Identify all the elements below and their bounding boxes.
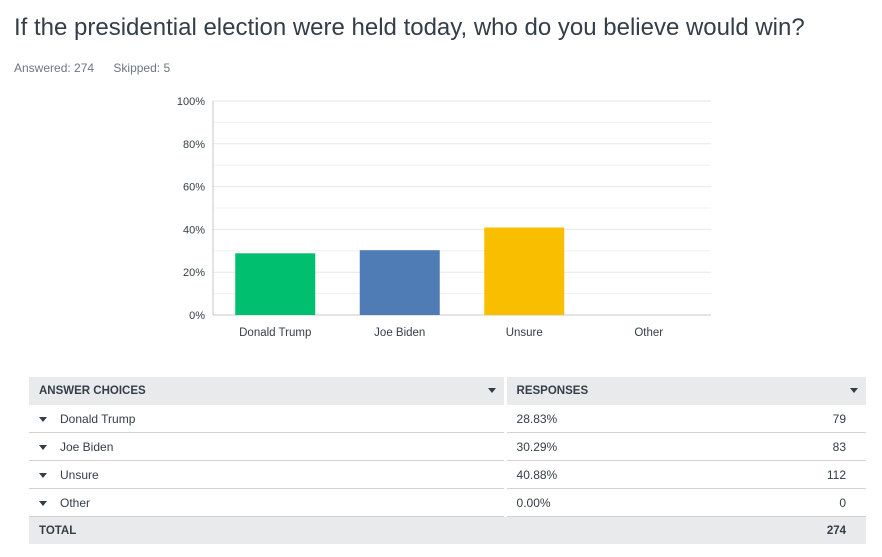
- choice-cell: Joe Biden: [29, 432, 506, 461]
- percent-cell: 28.83%: [503, 405, 736, 433]
- count-cell: 79: [736, 405, 866, 433]
- x-tick-label: Joe Biden: [374, 327, 425, 339]
- y-tick-label: 80%: [183, 139, 205, 151]
- choice-label: Donald Trump: [60, 411, 136, 426]
- answered-count: Answered: 274: [14, 61, 95, 75]
- responses-header-label: RESPONSES: [516, 385, 589, 397]
- count-cell: 112: [736, 460, 866, 489]
- x-tick-label: Other: [634, 327, 663, 339]
- y-tick-label: 20%: [183, 267, 205, 279]
- answer-choices-header-label: ANSWER CHOICES: [39, 385, 146, 397]
- skipped-count: Skipped: 5: [113, 61, 171, 75]
- table-row: Unsure 40.88% 112: [29, 460, 866, 489]
- table-header-row: ANSWER CHOICES RESPONSES: [29, 377, 866, 405]
- response-stats: Answered: 274 Skipped: 5: [14, 61, 186, 75]
- table-row: Joe Biden 30.29% 83: [29, 432, 866, 461]
- choice-cell: Unsure: [29, 460, 506, 489]
- percent-cell: 0.00%: [503, 488, 736, 517]
- choice-label: Other: [60, 495, 91, 510]
- y-tick-label: 0%: [189, 310, 205, 322]
- answer-choices-header[interactable]: ANSWER CHOICES: [29, 377, 506, 405]
- percent-cell: 30.29%: [503, 432, 736, 461]
- choice-label: Unsure: [60, 467, 99, 482]
- expand-caret-icon[interactable]: [39, 472, 47, 478]
- y-tick-label: 100%: [177, 96, 205, 108]
- y-tick-label: 60%: [183, 182, 205, 194]
- y-tick-label: 40%: [183, 224, 205, 236]
- count-cell: 83: [736, 432, 866, 461]
- responses-header[interactable]: RESPONSES: [503, 377, 866, 405]
- expand-caret-icon[interactable]: [39, 500, 47, 506]
- choice-cell: Donald Trump: [29, 405, 506, 433]
- total-row: TOTAL 274: [29, 516, 866, 544]
- expand-caret-icon[interactable]: [39, 416, 47, 422]
- bar: [235, 253, 316, 315]
- sort-down-icon[interactable]: [487, 388, 496, 393]
- x-tick-label: Unsure: [506, 327, 543, 339]
- bar: [484, 227, 565, 315]
- table-row: Donald Trump 28.83% 79: [29, 405, 866, 433]
- choice-cell: Other: [29, 488, 506, 517]
- bar: [359, 250, 440, 315]
- choice-label: Joe Biden: [60, 439, 114, 454]
- expand-caret-icon[interactable]: [39, 444, 47, 450]
- bar-chart: 0% 20% 40% 60% 80% 100% Donald Trump Joe Biden U…: [177, 96, 711, 339]
- total-label: TOTAL: [29, 516, 736, 544]
- sort-down-icon[interactable]: [850, 388, 858, 393]
- count-cell: 0: [736, 488, 866, 517]
- table-row: Other 0.00% 0: [29, 488, 866, 517]
- percent-cell: 40.88%: [503, 460, 736, 489]
- question-title: If the presidential election were held t…: [14, 14, 805, 41]
- x-tick-label: Donald Trump: [239, 327, 311, 339]
- results-table: ANSWER CHOICES RESPONSES Donald Trump 28…: [29, 377, 866, 544]
- total-count: 274: [736, 516, 866, 544]
